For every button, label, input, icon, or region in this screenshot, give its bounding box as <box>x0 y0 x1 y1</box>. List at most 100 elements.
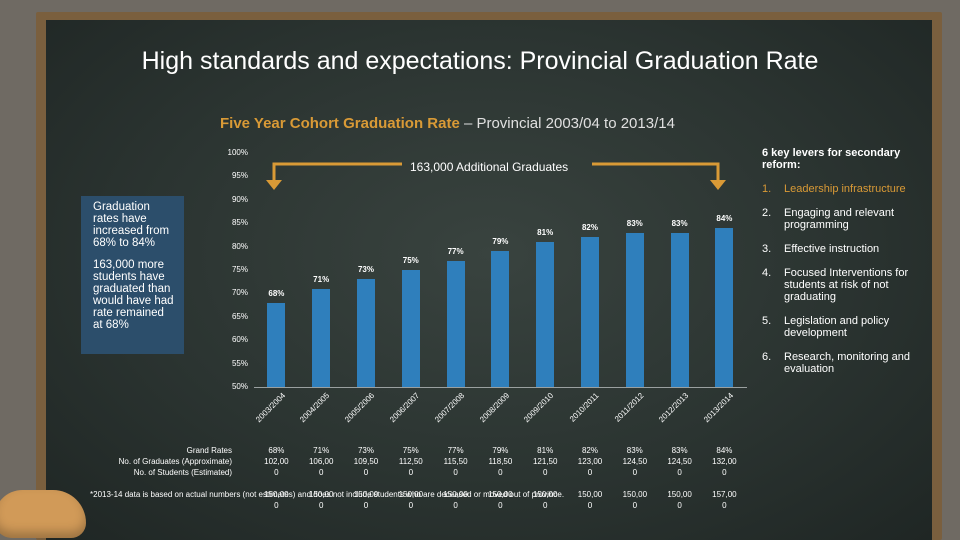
chart-subtitle: Five Year Cohort Graduation Rate – Provi… <box>220 115 675 132</box>
table-cell: 150,00 <box>667 490 692 499</box>
table-column: 77% 115,50 0 150,00 0 <box>436 445 476 511</box>
table-cell <box>660 478 700 489</box>
table-cell: 150,00 <box>308 490 334 499</box>
table-cell: 150,00 <box>622 490 648 499</box>
table-cell: 0 <box>274 468 279 477</box>
table-cell: 124,50 <box>622 457 648 466</box>
table-cell: 0 <box>677 501 682 510</box>
table-cell: 84% <box>716 446 733 455</box>
lever-number: 4. <box>762 267 772 279</box>
chart-bar <box>536 241 555 387</box>
table-cell: 118,50 <box>488 457 513 466</box>
table-cell: 82% <box>581 446 598 455</box>
chart-bar <box>491 251 510 387</box>
lever-text: Effective instruction <box>784 243 880 255</box>
table-cell <box>704 478 744 489</box>
table-column: 82% 123,00 0 150,00 0 <box>570 445 610 511</box>
y-tick-label: 90% <box>231 194 248 204</box>
table-cell: 115,50 <box>443 457 468 466</box>
table-cell: 0 <box>587 501 593 510</box>
table-cell: 150,00 <box>353 490 379 499</box>
y-tick-label: 50% <box>231 382 248 391</box>
table-cell: 77% <box>447 446 464 455</box>
lever-text: Research, monitoring and evaluation <box>784 351 910 375</box>
bar-data-label: 71% <box>313 274 330 284</box>
levers-heading: 6 key levers for secondary reform: <box>762 147 901 171</box>
x-axis-line <box>254 387 747 388</box>
y-tick-label: 85% <box>231 218 248 228</box>
table-cell: 71% <box>313 446 330 455</box>
additional-graduates-bracket <box>266 162 726 190</box>
bar-data-label: 75% <box>402 256 419 265</box>
table-cell: 0 <box>274 501 279 510</box>
lever-number: 5. <box>762 315 772 327</box>
y-tick-label: 75% <box>231 265 248 274</box>
table-row-labels: Grand Rates No. of Graduates (Approximat… <box>66 445 232 478</box>
lever-text: Leadership infrastructure <box>784 183 906 195</box>
table-cell <box>480 478 520 489</box>
footnote: *2013-14 data is based on actual numbers… <box>90 490 565 499</box>
lever-text: Legislation and policy development <box>784 315 890 339</box>
bar-data-label: 73% <box>357 265 374 275</box>
chart-bar <box>715 227 734 387</box>
table-cell: 123,00 <box>577 457 603 466</box>
bar-data-label: 68% <box>268 288 285 298</box>
table-cell: 81% <box>537 446 554 455</box>
lever-text: Engaging and relevant programming <box>784 207 895 231</box>
table-cell: 0 <box>408 501 414 510</box>
table-cell: 0 <box>542 468 548 477</box>
table-cell: 0 <box>318 501 324 510</box>
table-cell: 112,50 <box>398 457 423 466</box>
table-cell: 150,00 <box>398 490 424 499</box>
sponge-eraser <box>0 490 86 538</box>
table-cell: 150,00 <box>577 490 603 499</box>
y-tick-label: 70% <box>231 288 248 298</box>
table-cell <box>346 478 386 489</box>
table-cell: 106,00 <box>308 457 334 466</box>
lever-item: 3. Effective instruction <box>762 243 912 255</box>
lever-item: 4. Focused Interventions for students at … <box>762 267 912 303</box>
table-cell <box>436 478 476 489</box>
table-cell <box>391 478 431 489</box>
lever-text: Focused Interventions for students at ri… <box>784 267 909 303</box>
table-cell: 109,50 <box>353 457 379 466</box>
y-tick-label: 55% <box>231 358 248 368</box>
bar-data-label: 77% <box>447 246 464 256</box>
table-cell <box>525 478 565 489</box>
bracket-label: 163,000 Additional Graduates <box>410 160 569 174</box>
table-cell <box>256 478 296 489</box>
y-tick-label: 65% <box>231 311 248 321</box>
lever-number: 3. <box>762 243 772 255</box>
chart-bar <box>446 260 465 387</box>
table-cell <box>570 478 610 489</box>
table-cell: 0 <box>498 501 503 510</box>
table-cell: 68% <box>268 446 285 455</box>
slide-title: High standards and expectations: Provinc… <box>141 47 819 75</box>
table-column: 68% 102,00 0 150,00 0 <box>256 445 296 511</box>
lever-item: 1. Leadership infrastructure <box>762 183 912 195</box>
subtitle-rest: – Provincial 2003/04 to 2013/14 <box>459 115 675 132</box>
bar-data-label: 79% <box>492 237 509 247</box>
table-column: 83% 124,50 0 150,00 0 <box>660 445 700 511</box>
bar-data-label: 83% <box>671 218 688 228</box>
table-cell: 0 <box>632 468 638 477</box>
y-tick-label: 100% <box>227 148 248 157</box>
table-cell: 150,00 <box>443 490 468 499</box>
lever-item: 6. Research, monitoring and evaluation <box>762 351 912 375</box>
table-cell: 150,00 <box>532 490 558 499</box>
callout-text-2: 163,000 more students have graduated tha… <box>93 259 174 331</box>
table-column: 84% 132,00 0 157,00 0 <box>704 445 744 511</box>
table-cell <box>615 478 655 489</box>
table-cell: 121,50 <box>532 457 558 466</box>
table-cell: 73% <box>357 446 374 455</box>
bar-data-label: 83% <box>626 218 643 228</box>
table-cell: 0 <box>632 501 638 510</box>
table-column: 73% 109,50 0 150,00 0 <box>346 445 386 511</box>
table-cell: 102,00 <box>264 457 289 466</box>
chart-bar <box>267 302 286 387</box>
table-cell: 0 <box>453 501 458 510</box>
table-cell: 132,00 <box>712 457 737 466</box>
row-label-students: No. of Students (Estimated) <box>133 468 232 477</box>
table-cell: 0 <box>722 468 727 477</box>
lever-item: 5. Legislation and policy development <box>762 315 912 339</box>
